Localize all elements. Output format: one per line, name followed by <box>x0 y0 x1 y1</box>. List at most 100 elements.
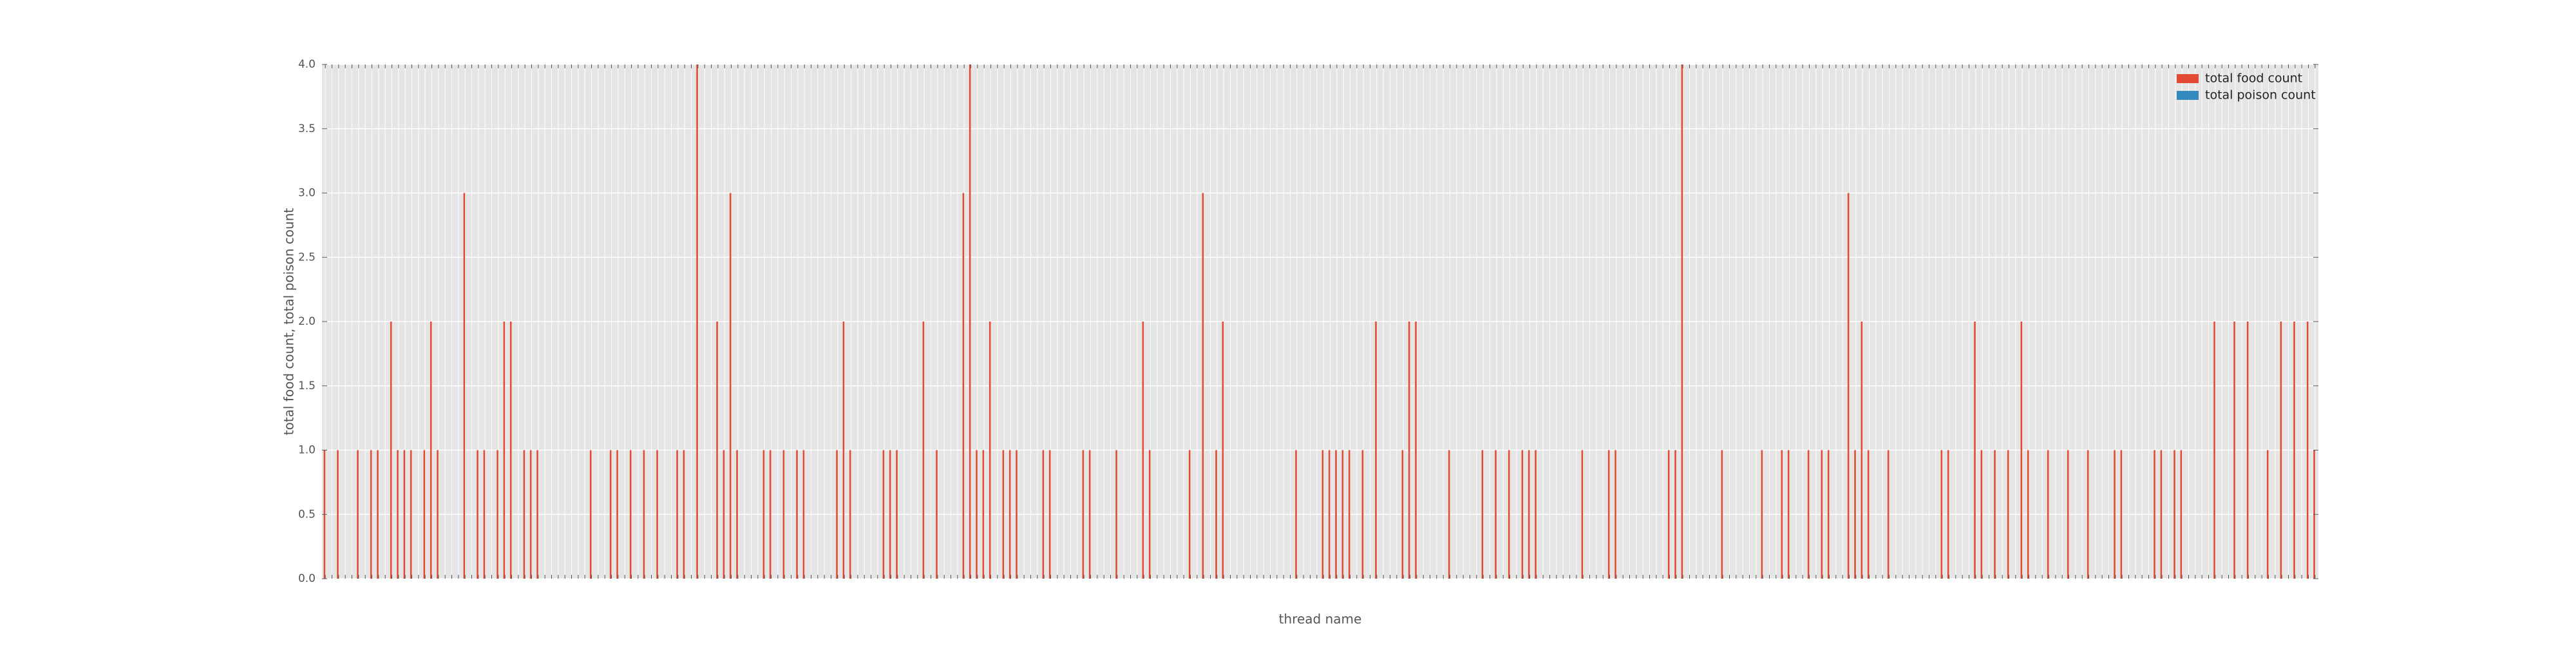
axes: 0.0 0.5 1.0 1.5 2.0 2.5 3.0 3.5 4.0 <box>298 58 2318 585</box>
bar <box>423 450 426 579</box>
bar <box>2293 322 2295 579</box>
x-axis-label: thread name <box>1279 612 1362 627</box>
bar <box>503 322 506 579</box>
bar <box>1721 450 1723 579</box>
bar <box>2213 322 2215 579</box>
bar <box>676 450 678 579</box>
bar <box>1940 450 1943 579</box>
legend-label: total poison count <box>2205 88 2316 102</box>
bar <box>1148 450 1151 579</box>
bar <box>1222 322 1224 579</box>
bar <box>1202 193 1204 579</box>
bar <box>1508 450 1510 579</box>
bar <box>2233 322 2235 579</box>
bar <box>483 450 486 579</box>
bar <box>1002 450 1005 579</box>
bar <box>2087 450 2089 579</box>
bar <box>1188 450 1191 579</box>
bar <box>377 450 379 579</box>
bar <box>723 450 725 579</box>
bar <box>410 450 412 579</box>
bar <box>1042 450 1045 579</box>
bar <box>1854 450 1856 579</box>
bar <box>1528 450 1530 579</box>
bar <box>437 450 439 579</box>
legend-swatch <box>2177 74 2199 83</box>
bar <box>1681 64 1683 579</box>
bar <box>529 450 532 579</box>
bar <box>2180 450 2183 579</box>
bar <box>1401 450 1404 579</box>
bar <box>1295 450 1297 579</box>
bar <box>729 193 732 579</box>
bar <box>1088 450 1091 579</box>
bar <box>2174 450 2175 579</box>
bar <box>1341 450 1344 579</box>
bar <box>609 450 612 579</box>
y-tick-label: 0.0 <box>298 572 316 585</box>
bar <box>1348 450 1350 579</box>
bar <box>589 450 592 579</box>
bar <box>889 450 891 579</box>
bar <box>397 450 399 579</box>
bar <box>1495 450 1497 579</box>
bar <box>1615 450 1616 579</box>
bar <box>1535 450 1537 579</box>
bar <box>1009 450 1011 579</box>
bar <box>357 450 359 579</box>
bar <box>2306 322 2309 579</box>
bar <box>1328 450 1331 579</box>
y-tick-label: 1.5 <box>298 380 316 392</box>
bar <box>1375 322 1377 579</box>
bar <box>962 193 965 579</box>
bar <box>1867 450 1870 579</box>
bar <box>683 450 685 579</box>
bar <box>782 450 785 579</box>
bar <box>643 450 645 579</box>
y-tick-label: 1.0 <box>298 444 316 457</box>
bar <box>1607 450 1610 579</box>
bar <box>370 450 372 579</box>
bar <box>2280 322 2282 579</box>
bar <box>2154 450 2155 579</box>
bar <box>1974 322 1976 579</box>
bar <box>1994 450 1996 579</box>
bar <box>1761 450 1763 579</box>
bar <box>430 322 432 579</box>
bar <box>1887 450 1889 579</box>
y-tick-label: 4.0 <box>298 58 316 71</box>
bar <box>1335 450 1337 579</box>
bar <box>769 450 772 579</box>
bar <box>1847 193 1850 579</box>
bar <box>762 450 765 579</box>
bar <box>390 322 392 579</box>
y-tick-label: 2.5 <box>298 251 316 264</box>
bar <box>1787 450 1790 579</box>
legend-label: total food count <box>2205 72 2302 86</box>
bar <box>463 193 466 579</box>
bar <box>1321 450 1324 579</box>
bar <box>896 450 898 579</box>
bar <box>1016 450 1018 579</box>
bar <box>656 450 658 579</box>
bar <box>882 450 885 579</box>
bar <box>477 450 478 579</box>
bar <box>922 322 925 579</box>
bar <box>2266 450 2269 579</box>
bar <box>1861 322 1863 579</box>
bar <box>1674 450 1676 579</box>
bar <box>1408 322 1410 579</box>
bar <box>629 450 632 579</box>
bar <box>802 450 805 579</box>
bar <box>2007 450 2009 579</box>
y-tick-label: 2.0 <box>298 315 316 328</box>
bar <box>1142 322 1144 579</box>
bar <box>1115 450 1117 579</box>
bar <box>1048 450 1051 579</box>
bar <box>716 322 718 579</box>
bar <box>536 450 538 579</box>
bar <box>982 450 985 579</box>
bar <box>497 450 498 579</box>
bar <box>1481 450 1484 579</box>
